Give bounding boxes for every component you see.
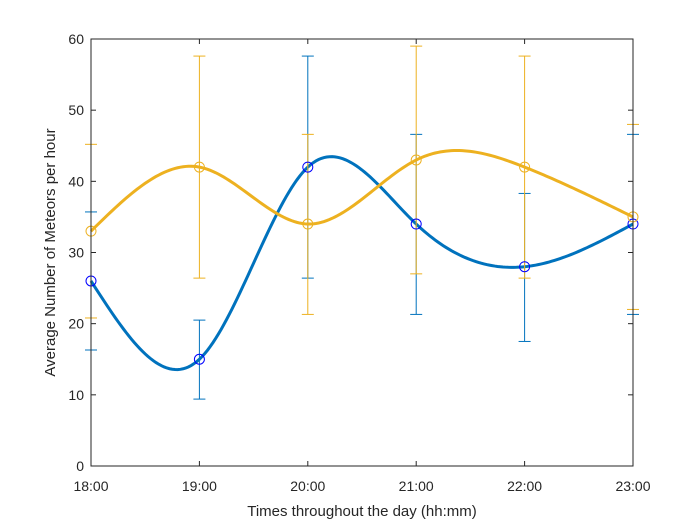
x-tick-label: 19:00 bbox=[182, 478, 217, 494]
x-tick-label: 18:00 bbox=[73, 478, 108, 494]
x-tick-label: 21:00 bbox=[399, 478, 434, 494]
y-axis-title: Average Number of Meteors per hour bbox=[42, 128, 59, 376]
y-tick-label: 10 bbox=[68, 387, 84, 403]
y-tick-label: 0 bbox=[76, 458, 84, 474]
y-tick-label: 60 bbox=[68, 31, 84, 47]
x-axis-title: Times throughout the day (hh:mm) bbox=[247, 503, 477, 520]
data-point bbox=[302, 218, 314, 230]
series-line-1 bbox=[89, 155, 634, 372]
data-point bbox=[410, 154, 422, 166]
data-point bbox=[410, 218, 422, 230]
x-tick-label: 23:00 bbox=[615, 478, 650, 494]
x-tick-label: 20:00 bbox=[290, 478, 325, 494]
y-tick-label: 40 bbox=[68, 173, 84, 189]
series-line-2 bbox=[89, 149, 634, 233]
y-tick-label: 50 bbox=[68, 102, 84, 118]
data-point bbox=[193, 161, 205, 173]
plot-area bbox=[91, 39, 633, 466]
y-tick-label: 30 bbox=[68, 245, 84, 261]
data-point bbox=[519, 161, 531, 173]
data-point bbox=[193, 353, 205, 365]
data-point bbox=[519, 261, 531, 273]
axis-layer: 0 10 20 30 40 50 60 18:00 19:00 20:00 21:00 22:00 23… bbox=[68, 31, 650, 494]
x-tick-label: 22:00 bbox=[507, 478, 542, 494]
data-point bbox=[302, 161, 314, 173]
y-tick-label: 20 bbox=[68, 316, 84, 332]
